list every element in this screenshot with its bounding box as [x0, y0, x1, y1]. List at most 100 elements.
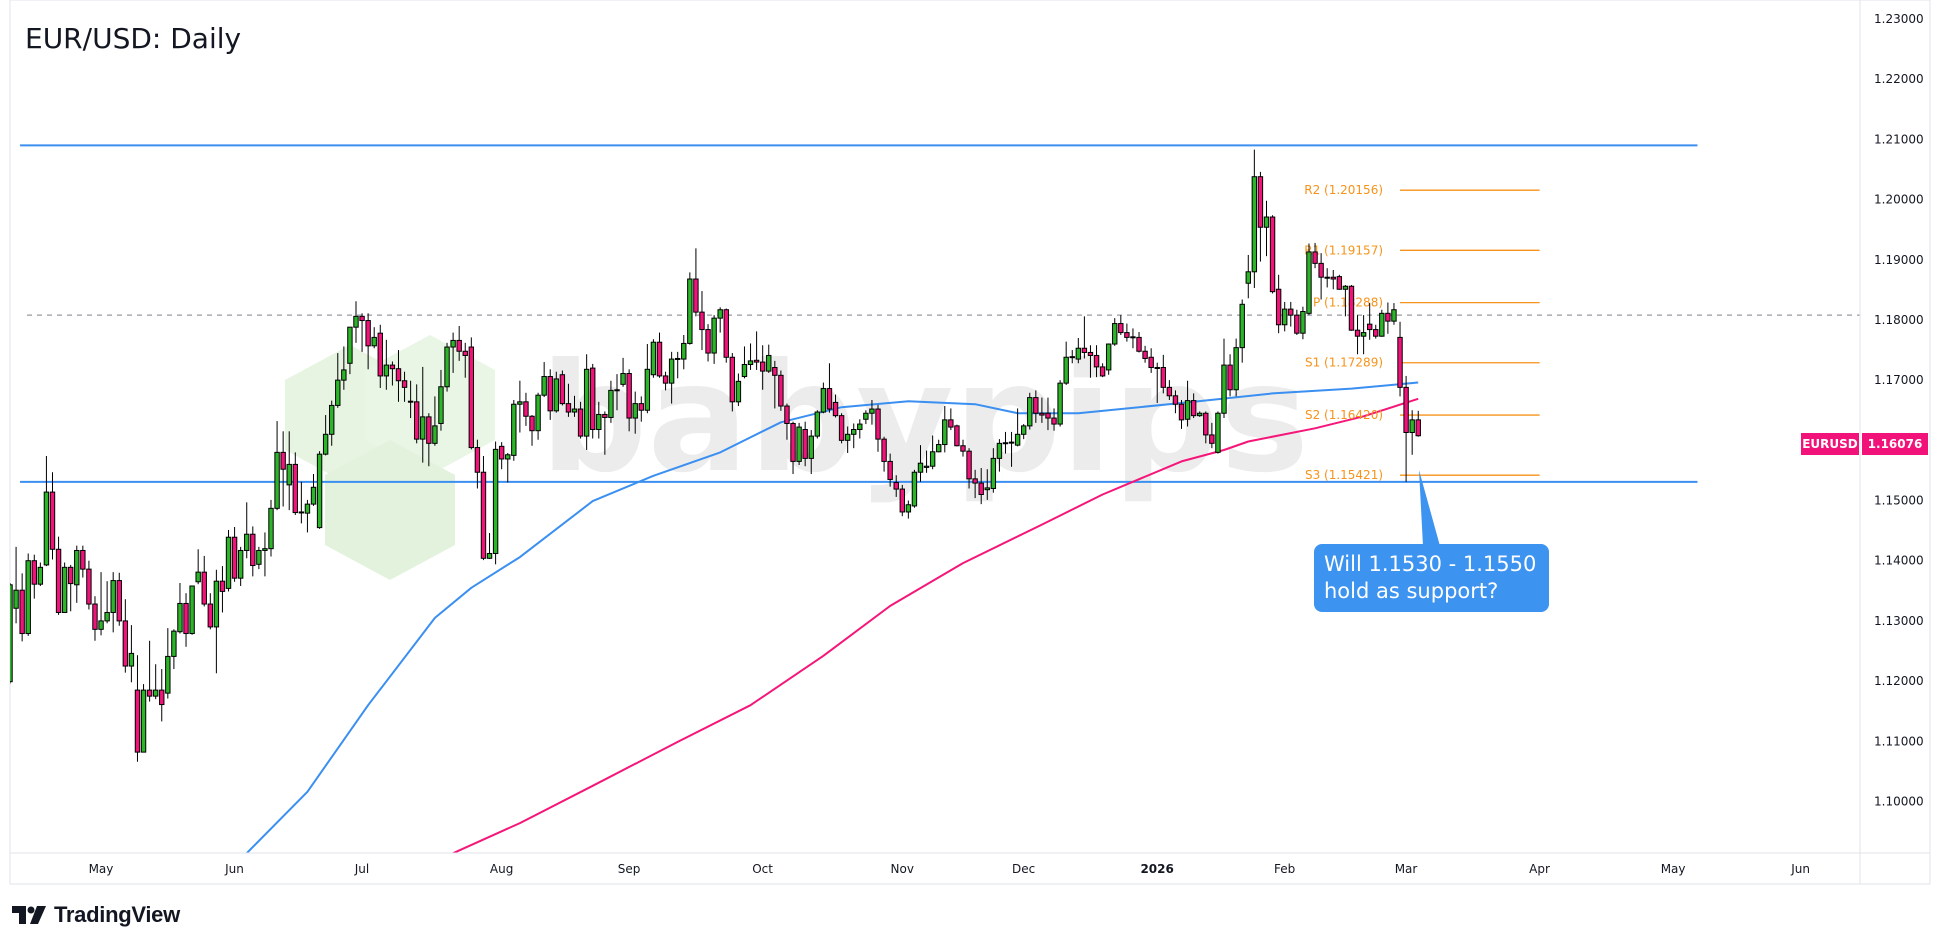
candle[interactable] [31, 554, 37, 599]
candle[interactable] [553, 371, 559, 413]
candle[interactable] [863, 410, 869, 425]
candle[interactable] [341, 346, 347, 390]
candle[interactable] [590, 363, 596, 439]
candle[interactable] [772, 360, 778, 409]
candle[interactable] [814, 410, 821, 439]
candle[interactable] [1178, 400, 1185, 429]
candle[interactable] [857, 419, 863, 439]
candle[interactable] [432, 396, 438, 446]
candle[interactable] [286, 431, 292, 511]
candle[interactable] [353, 301, 359, 343]
candle[interactable] [638, 396, 644, 422]
candle[interactable] [1318, 253, 1324, 300]
candle[interactable] [165, 628, 171, 699]
candle[interactable] [729, 353, 736, 412]
candle[interactable] [468, 337, 475, 450]
candle[interactable] [492, 441, 499, 565]
candle[interactable] [480, 455, 487, 561]
candle[interactable] [1336, 274, 1343, 290]
candle[interactable] [547, 369, 553, 420]
candle[interactable] [8, 582, 13, 684]
candle[interactable] [808, 430, 814, 475]
time-axis[interactable]: May Jun Jul Aug Sep Oct Nov Dec 2026 Feb Mar Apr May… [89, 862, 1810, 876]
candle[interactable] [68, 564, 74, 612]
candle[interactable] [960, 439, 966, 457]
candle[interactable] [535, 392, 541, 440]
candle[interactable] [310, 474, 317, 506]
candle[interactable] [413, 384, 420, 444]
candle[interactable] [911, 469, 918, 508]
candle[interactable] [80, 545, 86, 578]
candle[interactable] [644, 344, 651, 414]
candle[interactable] [1233, 338, 1239, 397]
candle[interactable] [1112, 318, 1118, 346]
candle[interactable] [256, 546, 262, 570]
candle[interactable] [1087, 345, 1094, 378]
candle[interactable] [280, 431, 286, 507]
candle[interactable] [1142, 345, 1148, 363]
candle[interactable] [875, 404, 881, 452]
candle[interactable] [802, 421, 808, 467]
candle[interactable] [25, 553, 31, 636]
candle[interactable] [978, 468, 984, 505]
candle[interactable] [796, 422, 802, 466]
candle[interactable] [171, 629, 177, 670]
candle[interactable] [577, 401, 584, 439]
candle[interactable] [1330, 269, 1336, 290]
candle[interactable] [244, 502, 250, 559]
candle[interactable] [1136, 331, 1142, 353]
candle[interactable] [401, 371, 408, 402]
candle[interactable] [529, 415, 535, 446]
candle[interactable] [177, 582, 183, 634]
candle[interactable] [225, 530, 232, 592]
candle[interactable] [1221, 338, 1227, 419]
candle[interactable] [905, 500, 912, 519]
candle[interactable] [996, 439, 1003, 472]
candle[interactable] [1251, 149, 1258, 289]
candle[interactable] [1124, 323, 1130, 342]
candle[interactable] [1263, 200, 1270, 257]
candle[interactable] [571, 395, 578, 417]
candle[interactable] [371, 327, 377, 349]
candle[interactable] [1209, 422, 1215, 449]
candle[interactable] [377, 324, 383, 388]
candle[interactable] [231, 527, 238, 582]
candle[interactable] [1081, 316, 1088, 359]
candle[interactable] [820, 382, 827, 414]
candle[interactable] [1069, 350, 1075, 364]
candle[interactable] [159, 669, 165, 722]
tradingview-logo[interactable]: TradingView [12, 902, 180, 928]
candle[interactable] [1409, 410, 1415, 455]
candle[interactable] [784, 403, 790, 440]
candle[interactable] [134, 655, 141, 762]
candle[interactable] [1306, 243, 1312, 316]
candle[interactable] [917, 445, 924, 482]
candle[interactable] [1282, 301, 1288, 332]
candle[interactable] [699, 291, 705, 351]
candle[interactable] [49, 472, 56, 560]
candle[interactable] [1227, 354, 1233, 397]
candle[interactable] [37, 562, 44, 586]
candle[interactable] [936, 439, 942, 453]
candle[interactable] [146, 640, 153, 702]
candle[interactable] [128, 625, 135, 683]
candle[interactable] [614, 374, 620, 411]
candle[interactable] [1197, 411, 1203, 417]
candle[interactable] [122, 599, 129, 673]
candle[interactable] [1203, 411, 1209, 444]
candle[interactable] [438, 369, 444, 431]
candle[interactable] [1154, 362, 1160, 404]
candle[interactable] [74, 545, 80, 603]
candle[interactable] [1294, 309, 1300, 335]
candle[interactable] [675, 351, 681, 379]
candle[interactable] [523, 392, 529, 426]
candle[interactable] [687, 272, 693, 345]
candle[interactable] [753, 331, 760, 370]
candle[interactable] [450, 332, 456, 373]
candle[interactable] [329, 400, 335, 446]
candle[interactable] [723, 308, 729, 363]
candle[interactable] [1300, 306, 1306, 340]
candle[interactable] [1172, 390, 1179, 414]
candle[interactable] [1342, 285, 1349, 317]
